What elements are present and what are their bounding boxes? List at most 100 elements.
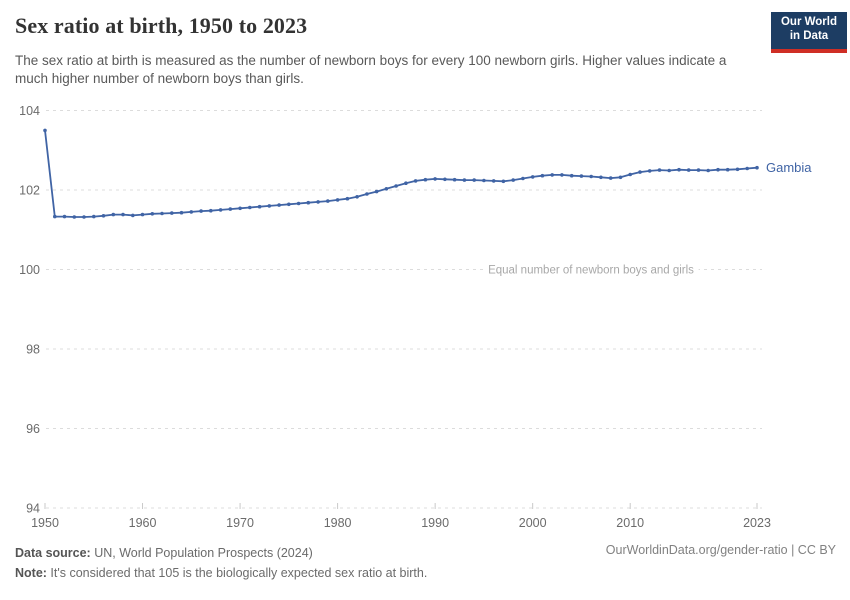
data-point [579, 174, 584, 178]
data-point [43, 128, 47, 133]
data-point [530, 175, 535, 179]
data-point [647, 169, 652, 173]
data-point [326, 199, 330, 203]
x-axis-tick-label: 1970 [226, 516, 254, 530]
data-point [638, 170, 642, 174]
data-point [589, 174, 593, 179]
data-point [238, 206, 242, 211]
data-point [160, 211, 164, 216]
data-point [755, 165, 759, 170]
data-point [413, 179, 418, 183]
data-point [72, 215, 77, 219]
data-point [745, 166, 749, 171]
data-point [101, 214, 106, 218]
chart-title: Sex ratio at birth, 1950 to 2023 [15, 13, 308, 38]
data-point [345, 196, 350, 201]
data-point [355, 195, 359, 199]
owid-logo-line2: in Data [789, 30, 829, 43]
x-axis-tick-label: 1990 [421, 516, 449, 530]
y-axis-tick-label: 100 [19, 263, 40, 277]
data-source-value: UN, World Population Prospects (2024) [90, 546, 313, 560]
y-axis-tick-label: 104 [19, 104, 40, 118]
data-point [706, 168, 710, 173]
data-point [335, 198, 340, 202]
footer-link: OurWorldinData.org/gender-ratio | CC BY [605, 543, 836, 557]
data-point [306, 200, 311, 205]
data-point [501, 179, 506, 184]
data-point [472, 178, 477, 182]
note-label: Note: [15, 566, 47, 580]
data-point [443, 177, 447, 182]
data-point [267, 204, 272, 208]
data-point [296, 201, 301, 206]
data-point [287, 202, 291, 207]
data-point [218, 208, 223, 212]
data-point [365, 192, 369, 196]
data-point [62, 214, 67, 219]
x-axis-tick-label: 1960 [129, 516, 157, 530]
data-source-line: Data source: UN, World Population Prospe… [15, 543, 427, 563]
data-point [394, 184, 398, 188]
chart-subtitle: The sex ratio at birth is measured as th… [15, 53, 727, 86]
data-point [550, 173, 554, 177]
data-point [374, 189, 379, 194]
data-point [248, 205, 252, 210]
data-point [423, 177, 428, 182]
data-point [667, 168, 671, 173]
data-point [121, 212, 125, 217]
owid-logo-line1: Our World [780, 16, 837, 28]
data-point [696, 168, 701, 172]
data-point [628, 172, 632, 177]
data-point [735, 167, 740, 172]
data-point [569, 173, 574, 178]
data-point [404, 181, 408, 185]
data-point [384, 187, 389, 191]
note-line: Note: It's considered that 105 is the bi… [15, 563, 427, 583]
gridline-annotation: Equal number of newborn boys and girls [488, 265, 694, 277]
data-point [150, 212, 155, 216]
data-point [277, 203, 281, 207]
data-source-label: Data source: [15, 546, 91, 560]
y-axis-tick-label: 96 [26, 422, 40, 436]
trend-line [44, 129, 758, 218]
owid-logo: Our World in Data [771, 12, 847, 53]
data-point [677, 167, 681, 172]
data-point [53, 214, 57, 219]
data-point [686, 168, 691, 172]
data-point [92, 214, 96, 219]
data-point [560, 173, 564, 177]
x-axis-tick-label: 1950 [31, 516, 59, 530]
data-point [257, 204, 262, 209]
data-point [716, 167, 720, 172]
data-point [618, 175, 623, 180]
data-point [540, 173, 545, 178]
data-point [608, 176, 613, 180]
data-point [462, 178, 467, 182]
data-point [725, 167, 730, 172]
data-point [228, 207, 233, 211]
data-point [491, 179, 496, 183]
x-axis-tick-label: 2010 [616, 516, 644, 530]
note-value: It's considered that 105 is the biologic… [46, 566, 428, 580]
y-axis-tick-label: 98 [26, 343, 40, 357]
data-point [599, 175, 603, 180]
series-end-label: Gambia [766, 160, 812, 175]
data-point [316, 200, 320, 204]
data-point [452, 177, 457, 182]
x-axis-tick-label: 1980 [324, 516, 352, 530]
data-point [433, 177, 437, 181]
annotation-mask [483, 262, 699, 277]
y-axis-tick-label: 94 [26, 502, 40, 516]
data-point [170, 211, 174, 215]
data-point [199, 209, 203, 213]
data-point [657, 168, 662, 172]
data-point [521, 176, 525, 181]
data-point [511, 178, 515, 182]
data-point [189, 210, 194, 214]
data-point [111, 212, 116, 217]
data-point [209, 208, 213, 213]
y-axis-tick-label: 102 [19, 184, 40, 198]
data-point [482, 178, 486, 183]
